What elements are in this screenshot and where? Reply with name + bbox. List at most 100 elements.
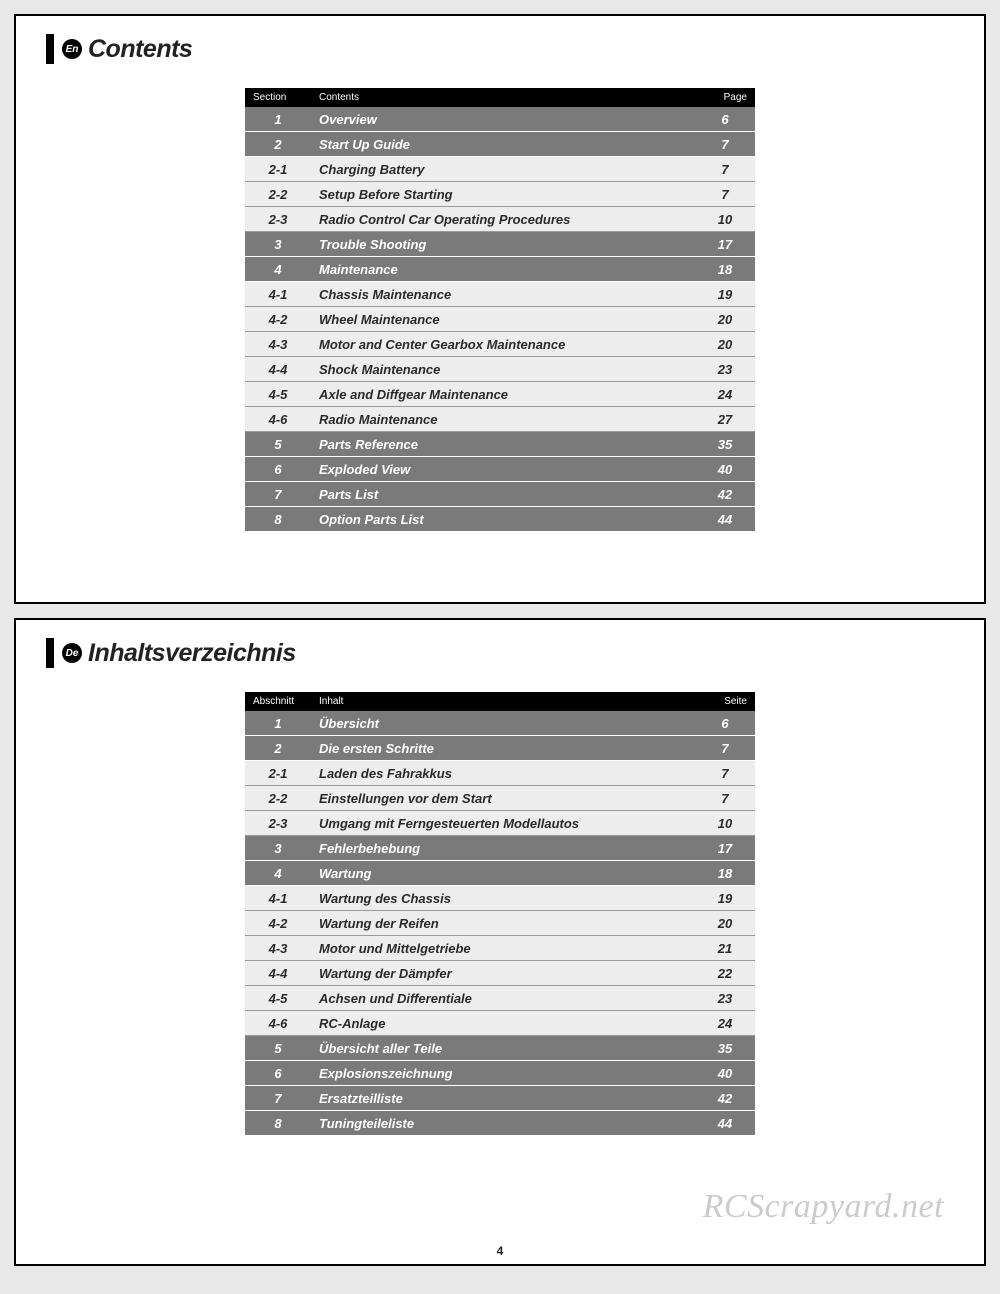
cell-contents: Radio Control Car Operating Procedures: [311, 207, 695, 232]
cell-section: 4-4: [245, 357, 311, 382]
contents-panel-de: De Inhaltsverzeichnis Abschnitt Inhalt S…: [14, 618, 986, 1266]
table-row: 2-2Setup Before Starting7: [245, 182, 755, 207]
col-page: Page: [695, 88, 755, 107]
cell-section: 4-6: [245, 1011, 311, 1036]
toc-table-en: Section Contents Page 1Overview62Start U…: [245, 88, 755, 532]
cell-contents: Shock Maintenance: [311, 357, 695, 382]
table-row: 2-3Umgang mit Ferngesteuerten Modellauto…: [245, 811, 755, 836]
cell-contents: Achsen und Differentiale: [311, 986, 695, 1011]
table-row: 2-2Einstellungen vor dem Start7: [245, 786, 755, 811]
cell-section: 4-5: [245, 986, 311, 1011]
cell-page: 19: [695, 282, 755, 307]
cell-contents: Wartung der Dämpfer: [311, 961, 695, 986]
table-row: 2Die ersten Schritte7: [245, 736, 755, 761]
toc-header-en: Section Contents Page: [245, 88, 755, 107]
cell-page: 35: [695, 432, 755, 457]
table-row: 2-3Radio Control Car Operating Procedure…: [245, 207, 755, 232]
col-contents: Contents: [311, 88, 695, 107]
cell-section: 2-2: [245, 786, 311, 811]
cell-page: 20: [695, 332, 755, 357]
watermark-text: RCScrapyard.net: [703, 1188, 944, 1226]
cell-section: 2-3: [245, 811, 311, 836]
cell-contents: Die ersten Schritte: [311, 736, 695, 761]
cell-section: 7: [245, 482, 311, 507]
table-row: 4-4Wartung der Dämpfer22: [245, 961, 755, 986]
cell-section: 4-2: [245, 307, 311, 332]
cell-contents: Übersicht: [311, 711, 695, 736]
title-wrap-en: En Contents: [46, 34, 954, 64]
page-number: 4: [497, 1244, 504, 1258]
cell-page: 7: [695, 736, 755, 761]
cell-contents: Tuningteileliste: [311, 1111, 695, 1136]
table-row: 4Maintenance18: [245, 257, 755, 282]
cell-section: 2-2: [245, 182, 311, 207]
cell-page: 6: [695, 107, 755, 132]
table-row: 4-6Radio Maintenance27: [245, 407, 755, 432]
cell-page: 42: [695, 1086, 755, 1111]
cell-page: 20: [695, 307, 755, 332]
cell-contents: Parts List: [311, 482, 695, 507]
cell-page: 24: [695, 1011, 755, 1036]
cell-page: 10: [695, 207, 755, 232]
cell-contents: RC-Anlage: [311, 1011, 695, 1036]
table-row: 5Parts Reference35: [245, 432, 755, 457]
cell-contents: Explosionszeichnung: [311, 1061, 695, 1086]
table-row: 4-5Axle and Diffgear Maintenance24: [245, 382, 755, 407]
table-row: 4-5Achsen und Differentiale23: [245, 986, 755, 1011]
title-accent-bar: [46, 638, 54, 668]
cell-page: 7: [695, 182, 755, 207]
cell-contents: Laden des Fahrakkus: [311, 761, 695, 786]
cell-contents: Overview: [311, 107, 695, 132]
cell-section: 4: [245, 257, 311, 282]
table-row: 2Start Up Guide7: [245, 132, 755, 157]
title-wrap-de: De Inhaltsverzeichnis: [46, 638, 954, 668]
cell-page: 7: [695, 132, 755, 157]
contents-panel-en: En Contents Section Contents Page 1Overv…: [14, 14, 986, 604]
table-row: 4Wartung18: [245, 861, 755, 886]
cell-contents: Setup Before Starting: [311, 182, 695, 207]
cell-contents: Axle and Diffgear Maintenance: [311, 382, 695, 407]
cell-contents: Wartung: [311, 861, 695, 886]
cell-section: 2: [245, 736, 311, 761]
cell-section: 5: [245, 1036, 311, 1061]
cell-page: 7: [695, 761, 755, 786]
cell-page: 22: [695, 961, 755, 986]
cell-contents: Fehlerbehebung: [311, 836, 695, 861]
cell-contents: Chassis Maintenance: [311, 282, 695, 307]
cell-contents: Option Parts List: [311, 507, 695, 532]
table-row: 4-2Wartung der Reifen20: [245, 911, 755, 936]
cell-page: 7: [695, 786, 755, 811]
lang-badge-de: De: [62, 643, 82, 663]
table-row: 3Trouble Shooting17: [245, 232, 755, 257]
table-row: 4-1Chassis Maintenance19: [245, 282, 755, 307]
cell-section: 2: [245, 132, 311, 157]
cell-contents: Start Up Guide: [311, 132, 695, 157]
table-row: 8Tuningteileliste44: [245, 1111, 755, 1136]
table-row: 7Parts List42: [245, 482, 755, 507]
cell-page: 17: [695, 836, 755, 861]
table-row: 4-3Motor und Mittelgetriebe21: [245, 936, 755, 961]
cell-section: 6: [245, 1061, 311, 1086]
cell-contents: Wheel Maintenance: [311, 307, 695, 332]
cell-section: 4-1: [245, 886, 311, 911]
table-row: 1Übersicht6: [245, 711, 755, 736]
table-row: 2-1Charging Battery7: [245, 157, 755, 182]
cell-contents: Wartung der Reifen: [311, 911, 695, 936]
cell-page: 24: [695, 382, 755, 407]
cell-section: 8: [245, 1111, 311, 1136]
cell-page: 23: [695, 357, 755, 382]
cell-contents: Einstellungen vor dem Start: [311, 786, 695, 811]
cell-page: 40: [695, 457, 755, 482]
cell-section: 1: [245, 711, 311, 736]
cell-section: 3: [245, 232, 311, 257]
cell-section: 7: [245, 1086, 311, 1111]
cell-section: 1: [245, 107, 311, 132]
cell-page: 20: [695, 911, 755, 936]
cell-page: 44: [695, 507, 755, 532]
cell-page: 40: [695, 1061, 755, 1086]
table-row: 4-1Wartung des Chassis19: [245, 886, 755, 911]
table-row: 3Fehlerbehebung17: [245, 836, 755, 861]
cell-page: 27: [695, 407, 755, 432]
cell-page: 18: [695, 861, 755, 886]
col-contents: Inhalt: [311, 692, 695, 711]
